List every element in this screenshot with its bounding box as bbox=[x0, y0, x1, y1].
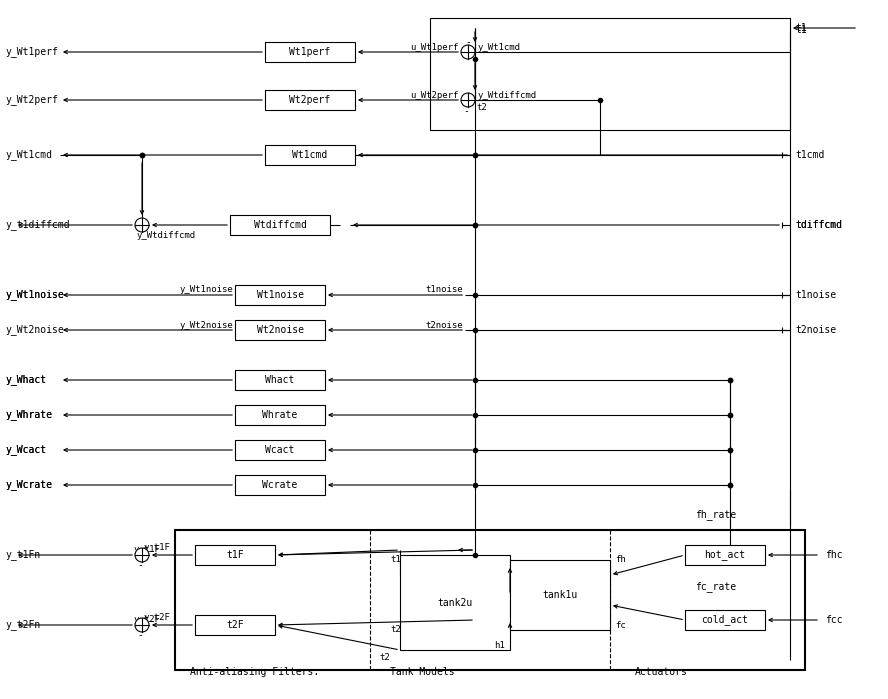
Text: Wt2perf: Wt2perf bbox=[289, 95, 330, 105]
Circle shape bbox=[461, 45, 475, 59]
Text: Wt1perf: Wt1perf bbox=[289, 47, 330, 57]
Bar bbox=[510, 560, 610, 630]
Text: Whact: Whact bbox=[266, 375, 295, 385]
Bar bbox=[230, 215, 330, 235]
Text: y_Wt1cmd: y_Wt1cmd bbox=[478, 43, 521, 52]
Circle shape bbox=[135, 218, 149, 232]
Bar bbox=[235, 405, 325, 425]
Text: t2noise: t2noise bbox=[425, 321, 463, 329]
Text: y_t2Fn: y_t2Fn bbox=[5, 619, 40, 630]
Text: u_Wt1perf: u_Wt1perf bbox=[410, 43, 458, 52]
Text: Wtdiffcmd: Wtdiffcmd bbox=[254, 220, 306, 230]
Text: hot_act: hot_act bbox=[704, 549, 746, 561]
Bar bbox=[175, 530, 805, 670]
Text: y_t1F: y_t1F bbox=[144, 542, 170, 552]
Text: tdiffcmd: tdiffcmd bbox=[795, 220, 842, 230]
Bar bbox=[235, 285, 325, 305]
Text: y_Whrate: y_Whrate bbox=[5, 410, 52, 421]
Bar bbox=[685, 545, 765, 565]
Text: y_Wt1noise: y_Wt1noise bbox=[5, 289, 64, 301]
Circle shape bbox=[135, 618, 149, 632]
Bar bbox=[235, 440, 325, 460]
Text: Wcact: Wcact bbox=[266, 445, 295, 455]
Text: tdiffcmd: tdiffcmd bbox=[795, 220, 842, 230]
Text: t1noise: t1noise bbox=[795, 290, 836, 300]
Text: y_Wt1noise: y_Wt1noise bbox=[5, 289, 64, 301]
Bar bbox=[235, 370, 325, 390]
Text: Actuators: Actuators bbox=[635, 667, 688, 677]
Text: t1: t1 bbox=[795, 23, 807, 33]
Circle shape bbox=[135, 548, 149, 562]
Text: y_t2F: y_t2F bbox=[133, 616, 160, 624]
Text: t2F: t2F bbox=[226, 620, 244, 630]
Text: y_Wt1perf: y_Wt1perf bbox=[5, 47, 58, 57]
Text: -: - bbox=[137, 560, 143, 570]
Text: cold_act: cold_act bbox=[702, 614, 749, 626]
Text: y_Wcrate: y_Wcrate bbox=[5, 480, 52, 491]
Text: y_Wt2noise: y_Wt2noise bbox=[5, 324, 64, 336]
Text: Wt2noise: Wt2noise bbox=[257, 325, 304, 335]
Circle shape bbox=[461, 93, 475, 107]
Text: tank2u: tank2u bbox=[438, 598, 472, 607]
Text: y_Wcact: y_Wcact bbox=[5, 445, 46, 456]
Text: y_t1diffcmd: y_t1diffcmd bbox=[5, 219, 69, 231]
Text: Wt1noise: Wt1noise bbox=[257, 290, 304, 300]
Text: -: - bbox=[137, 630, 143, 640]
Bar bbox=[400, 555, 510, 650]
Text: -: - bbox=[463, 106, 469, 116]
Text: y_Wt2perf: y_Wt2perf bbox=[5, 94, 58, 106]
Text: fhc: fhc bbox=[825, 550, 843, 560]
Text: Tank Models: Tank Models bbox=[390, 667, 455, 677]
Text: t1: t1 bbox=[390, 556, 400, 565]
Text: fh_rate: fh_rate bbox=[695, 510, 736, 521]
Bar bbox=[685, 610, 765, 630]
Text: tank1u: tank1u bbox=[543, 590, 577, 600]
Text: fc_rate: fc_rate bbox=[695, 582, 736, 593]
Text: -: - bbox=[465, 37, 471, 47]
Bar bbox=[430, 18, 790, 130]
Text: y_t2F: y_t2F bbox=[144, 612, 170, 621]
Text: fh: fh bbox=[615, 556, 626, 565]
Text: Whrate: Whrate bbox=[262, 410, 297, 420]
Text: y_Wt1noise: y_Wt1noise bbox=[180, 285, 234, 294]
Text: fc: fc bbox=[615, 621, 626, 630]
Text: fcc: fcc bbox=[825, 615, 843, 625]
Text: t2: t2 bbox=[379, 654, 390, 663]
Text: y_Wt2noise: y_Wt2noise bbox=[180, 321, 234, 329]
Bar bbox=[235, 320, 325, 340]
Text: y_Wtdiffcmd: y_Wtdiffcmd bbox=[137, 231, 196, 240]
Text: y_t1Fn: y_t1Fn bbox=[5, 549, 40, 561]
Text: y_Wcact: y_Wcact bbox=[5, 445, 46, 456]
Text: y_Whrate: y_Whrate bbox=[5, 410, 52, 421]
Text: y_Whact: y_Whact bbox=[5, 375, 46, 385]
Bar bbox=[265, 145, 355, 165]
Text: t1: t1 bbox=[795, 25, 807, 35]
Text: t2: t2 bbox=[476, 103, 487, 113]
Text: Wt1cmd: Wt1cmd bbox=[292, 150, 328, 160]
Bar bbox=[265, 90, 355, 110]
Text: t2noise: t2noise bbox=[795, 325, 836, 335]
Bar bbox=[195, 615, 275, 635]
Text: t1noise: t1noise bbox=[425, 285, 463, 294]
Text: y_Wtdiffcmd: y_Wtdiffcmd bbox=[478, 90, 537, 99]
Text: t1F: t1F bbox=[226, 550, 244, 560]
Text: Wcrate: Wcrate bbox=[262, 480, 297, 490]
Text: t1cmd: t1cmd bbox=[795, 150, 824, 160]
Bar bbox=[235, 475, 325, 495]
Text: y_Wcrate: y_Wcrate bbox=[5, 480, 52, 491]
Text: t2: t2 bbox=[390, 626, 400, 635]
Bar bbox=[195, 545, 275, 565]
Text: u_Wt2perf: u_Wt2perf bbox=[410, 90, 458, 99]
Text: y_Wt1cmd: y_Wt1cmd bbox=[5, 150, 52, 161]
Text: h1: h1 bbox=[495, 640, 505, 649]
Text: y_Whact: y_Whact bbox=[5, 375, 46, 385]
Text: y_t1F: y_t1F bbox=[133, 545, 160, 554]
Text: Anti-aliasing Filters:: Anti-aliasing Filters: bbox=[190, 667, 320, 677]
Bar bbox=[265, 42, 355, 62]
